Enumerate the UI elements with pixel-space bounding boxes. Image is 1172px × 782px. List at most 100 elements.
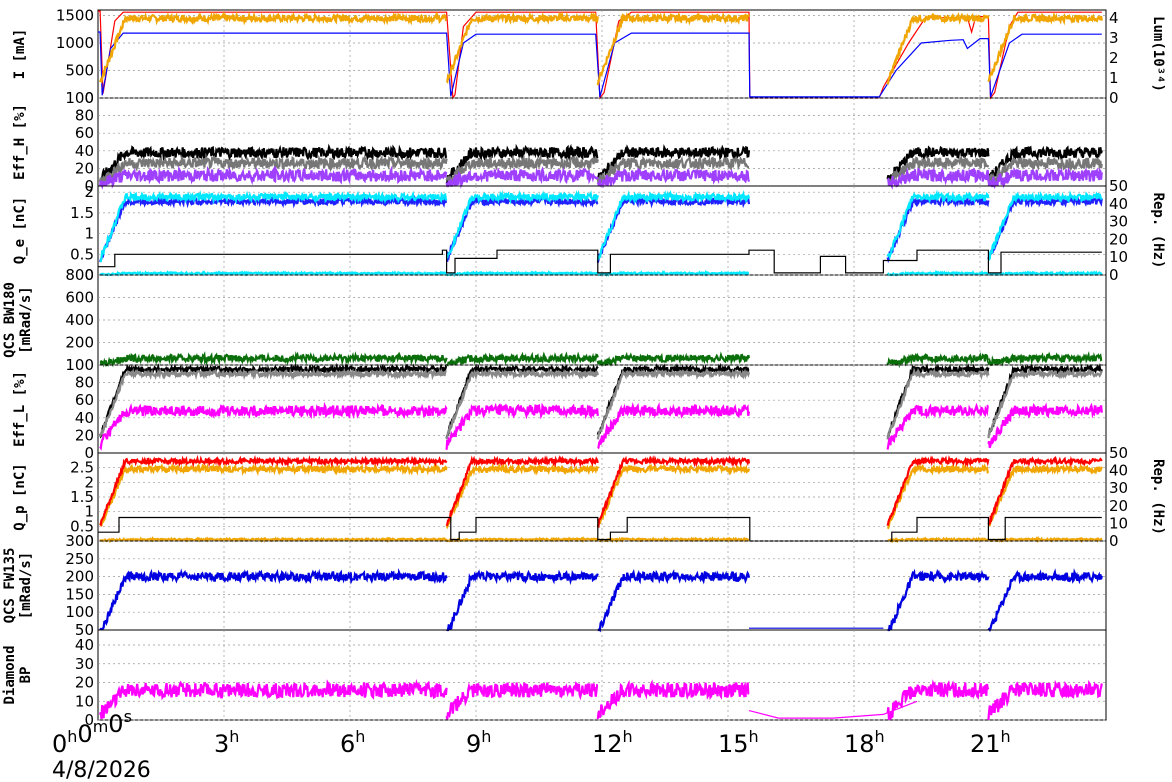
series-2-3 bbox=[98, 249, 1102, 274]
y-tick-label: 80 bbox=[75, 107, 94, 125]
series-7-0 bbox=[99, 678, 1103, 721]
series-5-0 bbox=[99, 462, 1103, 530]
y-axis-label: I [mA] bbox=[12, 29, 28, 80]
data-trace bbox=[596, 194, 751, 263]
y-tick-label: 0 bbox=[84, 177, 94, 195]
right-tick-label: 50 bbox=[1109, 177, 1128, 195]
y-tick-label: 50 bbox=[75, 621, 94, 639]
y-tick-label: 500 bbox=[65, 62, 94, 80]
data-trace bbox=[596, 189, 751, 261]
series-7-1 bbox=[748, 700, 918, 719]
data-trace bbox=[886, 167, 990, 190]
right-axis-label: Rep. (Hz) bbox=[1150, 193, 1166, 269]
y-tick-label: 600 bbox=[65, 289, 94, 307]
data-trace bbox=[445, 143, 599, 184]
data-line bbox=[98, 516, 1102, 542]
data-trace bbox=[987, 679, 1103, 721]
y-tick-label: 30 bbox=[75, 655, 94, 673]
y-tick-label: 40 bbox=[75, 636, 94, 654]
data-trace bbox=[988, 190, 1103, 261]
x-tick-label: 9h bbox=[466, 727, 491, 758]
data-trace bbox=[987, 145, 1103, 182]
right-tick-label: 0 bbox=[1109, 266, 1119, 284]
series-5-1 bbox=[99, 454, 1103, 529]
data-trace bbox=[596, 167, 751, 188]
data-trace bbox=[886, 462, 990, 530]
right-tick-label: 20 bbox=[1109, 230, 1128, 248]
y-tick-label: 100 bbox=[65, 89, 94, 107]
y-axis-label: [mRad/s] bbox=[18, 286, 34, 353]
series-0-2 bbox=[99, 10, 1103, 86]
y-tick-label: 60 bbox=[75, 391, 94, 409]
y-axis-label: QCS FW135 bbox=[2, 548, 18, 624]
y-tick-label: 40 bbox=[75, 409, 94, 427]
data-line bbox=[98, 249, 1102, 274]
right-tick-label: 0 bbox=[1109, 532, 1119, 550]
data-trace bbox=[99, 678, 448, 720]
y-tick-label: 40 bbox=[75, 142, 94, 160]
series-2-2 bbox=[99, 269, 1103, 277]
data-trace bbox=[987, 568, 1103, 632]
data-trace bbox=[596, 351, 751, 367]
x-tick-label: 21h bbox=[970, 727, 1011, 758]
data-trace bbox=[987, 366, 1103, 439]
data-trace bbox=[446, 194, 599, 263]
data-trace bbox=[99, 568, 448, 631]
series-0-1 bbox=[98, 31, 1102, 98]
data-trace bbox=[445, 166, 599, 189]
data-trace bbox=[99, 190, 448, 263]
x-tick-label: 12h bbox=[592, 727, 633, 758]
right-tick-label: 30 bbox=[1109, 479, 1128, 497]
data-trace bbox=[886, 367, 990, 440]
y-tick-label: 100 bbox=[65, 356, 94, 374]
series-1-2 bbox=[99, 165, 1103, 190]
data-trace bbox=[987, 363, 1103, 437]
y-tick-label: 100 bbox=[65, 603, 94, 621]
data-trace bbox=[99, 165, 448, 190]
data-trace bbox=[99, 462, 448, 527]
data-trace bbox=[886, 145, 990, 182]
data-trace bbox=[886, 269, 990, 277]
right-tick-label: 40 bbox=[1109, 462, 1128, 480]
right-tick-label: 20 bbox=[1109, 497, 1128, 515]
data-trace bbox=[987, 194, 1103, 260]
series-6-0 bbox=[99, 568, 1103, 633]
series-4-2 bbox=[99, 401, 1103, 451]
data-line bbox=[98, 31, 1102, 98]
y-axis-label: [mRad/s] bbox=[18, 552, 34, 619]
data-trace bbox=[596, 155, 750, 185]
data-trace bbox=[596, 367, 751, 440]
data-trace bbox=[887, 568, 990, 632]
data-trace bbox=[597, 401, 751, 450]
data-trace bbox=[99, 536, 448, 544]
y-tick-label: 150 bbox=[65, 585, 94, 603]
data-trace bbox=[987, 462, 1103, 527]
right-axis-label: Lum(10³⁴) bbox=[1150, 16, 1166, 92]
data-trace bbox=[445, 681, 599, 720]
y-tick-label: 300 bbox=[65, 532, 94, 550]
panel-frame bbox=[97, 9, 1107, 99]
y-tick-label: 0 bbox=[84, 444, 94, 462]
x-tick-label: 6h bbox=[340, 727, 365, 758]
data-trace bbox=[99, 454, 448, 528]
y-tick-label: 250 bbox=[65, 550, 94, 568]
x-tick-label: 15h bbox=[718, 727, 759, 758]
data-trace bbox=[987, 155, 1103, 185]
series-3-0 bbox=[99, 350, 1103, 369]
series-2-1 bbox=[99, 189, 1103, 263]
data-trace bbox=[597, 568, 751, 633]
series-4-1 bbox=[99, 366, 1103, 440]
y-tick-label: 80 bbox=[75, 374, 94, 392]
right-tick-label: 0 bbox=[1109, 89, 1119, 107]
y-tick-label: 200 bbox=[65, 568, 94, 586]
data-trace bbox=[886, 352, 990, 369]
y-tick-label: 1 bbox=[84, 503, 94, 521]
panel-3: 200 400 600 800 QCS BW180 [mRad/s] bbox=[2, 266, 1107, 369]
data-trace bbox=[886, 679, 990, 721]
y-tick-label: 10 bbox=[75, 692, 94, 710]
data-trace bbox=[987, 270, 1103, 277]
